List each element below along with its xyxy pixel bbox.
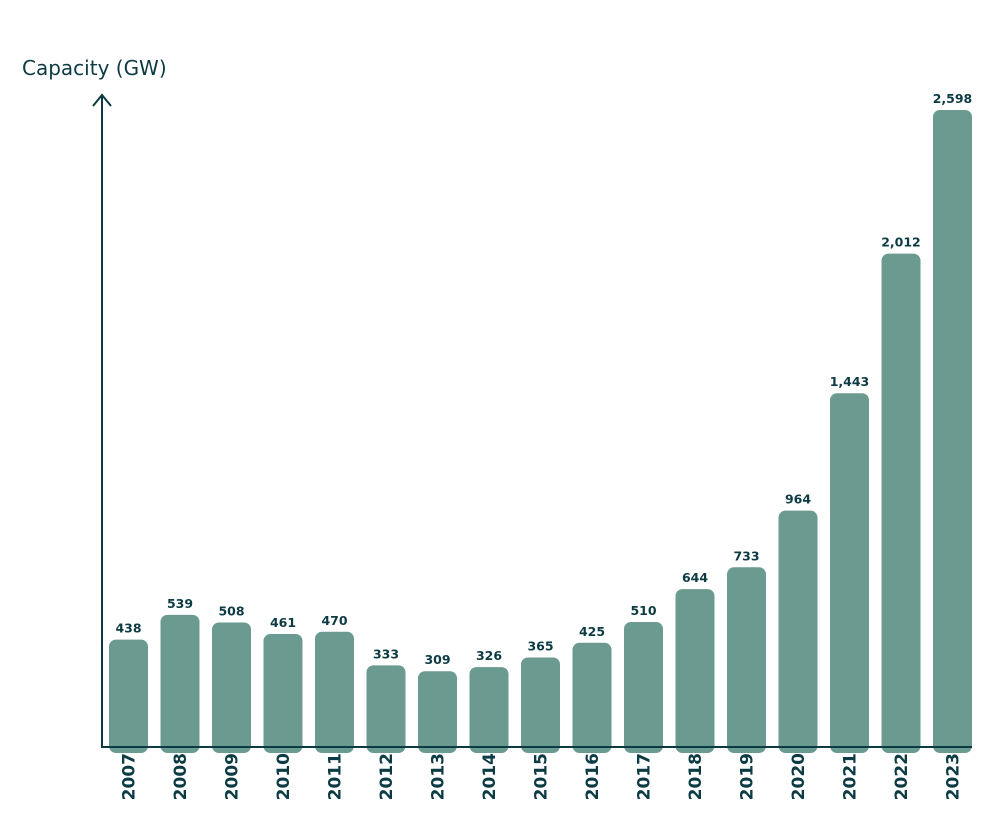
bar-2023: [933, 110, 972, 753]
value-labels-group: 438 539 508 461 470 333 309 326 365 425 510 644 733 9…: [115, 91, 972, 667]
bar-2007: [109, 639, 148, 753]
bar-2017: [624, 621, 663, 753]
bar-2012: [366, 665, 406, 753]
x-tick-2016: 2016: [583, 753, 603, 800]
x-tick-2014: 2014: [480, 753, 500, 800]
value-label-2009: 508: [218, 603, 244, 618]
x-tick-2010: 2010: [274, 753, 294, 800]
value-label-2013: 309: [424, 652, 450, 667]
value-label-2023: 2,598: [933, 91, 973, 106]
value-label-2012: 333: [373, 646, 399, 661]
bar-2015: [521, 657, 560, 753]
x-tick-2019: 2019: [738, 753, 758, 800]
x-tick-2023: 2023: [944, 753, 964, 800]
bar-2020: [778, 510, 818, 753]
x-tick-2021: 2021: [841, 753, 861, 800]
value-label-2015: 365: [527, 639, 553, 654]
bar-2008: [160, 614, 200, 753]
bar-2014: [469, 667, 509, 753]
x-tick-2012: 2012: [377, 753, 397, 800]
x-tick-2011: 2011: [326, 753, 346, 800]
value-label-2007: 438: [115, 621, 141, 636]
bar-2011: [315, 631, 354, 753]
bar-2013: [418, 671, 457, 753]
value-label-2008: 539: [167, 596, 193, 611]
y-axis-arrow-icon: [92, 93, 112, 107]
x-tick-2022: 2022: [892, 753, 912, 800]
y-axis-label: Capacity (GW): [22, 56, 167, 80]
x-tick-2015: 2015: [532, 753, 552, 800]
bar-2018: [675, 589, 715, 753]
x-tick-2020: 2020: [789, 753, 809, 800]
value-label-2010: 461: [270, 615, 296, 630]
value-label-2019: 733: [733, 548, 759, 563]
value-label-2020: 964: [785, 492, 811, 507]
x-tick-labels-group: 2007 2008 2009 2010 2011 2012 2013 2014 2015 2016…: [120, 753, 964, 800]
bar-2021: [830, 393, 869, 753]
x-tick-2017: 2017: [635, 753, 655, 800]
x-tick-2018: 2018: [686, 753, 706, 800]
bar-2016: [572, 642, 612, 753]
bar-2009: [212, 622, 251, 753]
value-label-2011: 470: [321, 613, 347, 628]
x-tick-2007: 2007: [120, 753, 140, 800]
value-label-2021: 1,443: [830, 374, 870, 389]
x-tick-2013: 2013: [429, 753, 449, 800]
value-label-2016: 425: [579, 624, 605, 639]
value-label-2017: 510: [630, 603, 656, 618]
value-label-2018: 644: [682, 570, 708, 585]
bars-group: [109, 110, 972, 753]
x-tick-2009: 2009: [223, 753, 243, 800]
bar-2010: [263, 633, 303, 753]
value-label-2014: 326: [476, 648, 502, 663]
bar-2019: [727, 567, 766, 753]
bar-2022: [881, 253, 921, 753]
value-label-2022: 2,012: [881, 235, 921, 250]
x-tick-2008: 2008: [171, 753, 191, 800]
